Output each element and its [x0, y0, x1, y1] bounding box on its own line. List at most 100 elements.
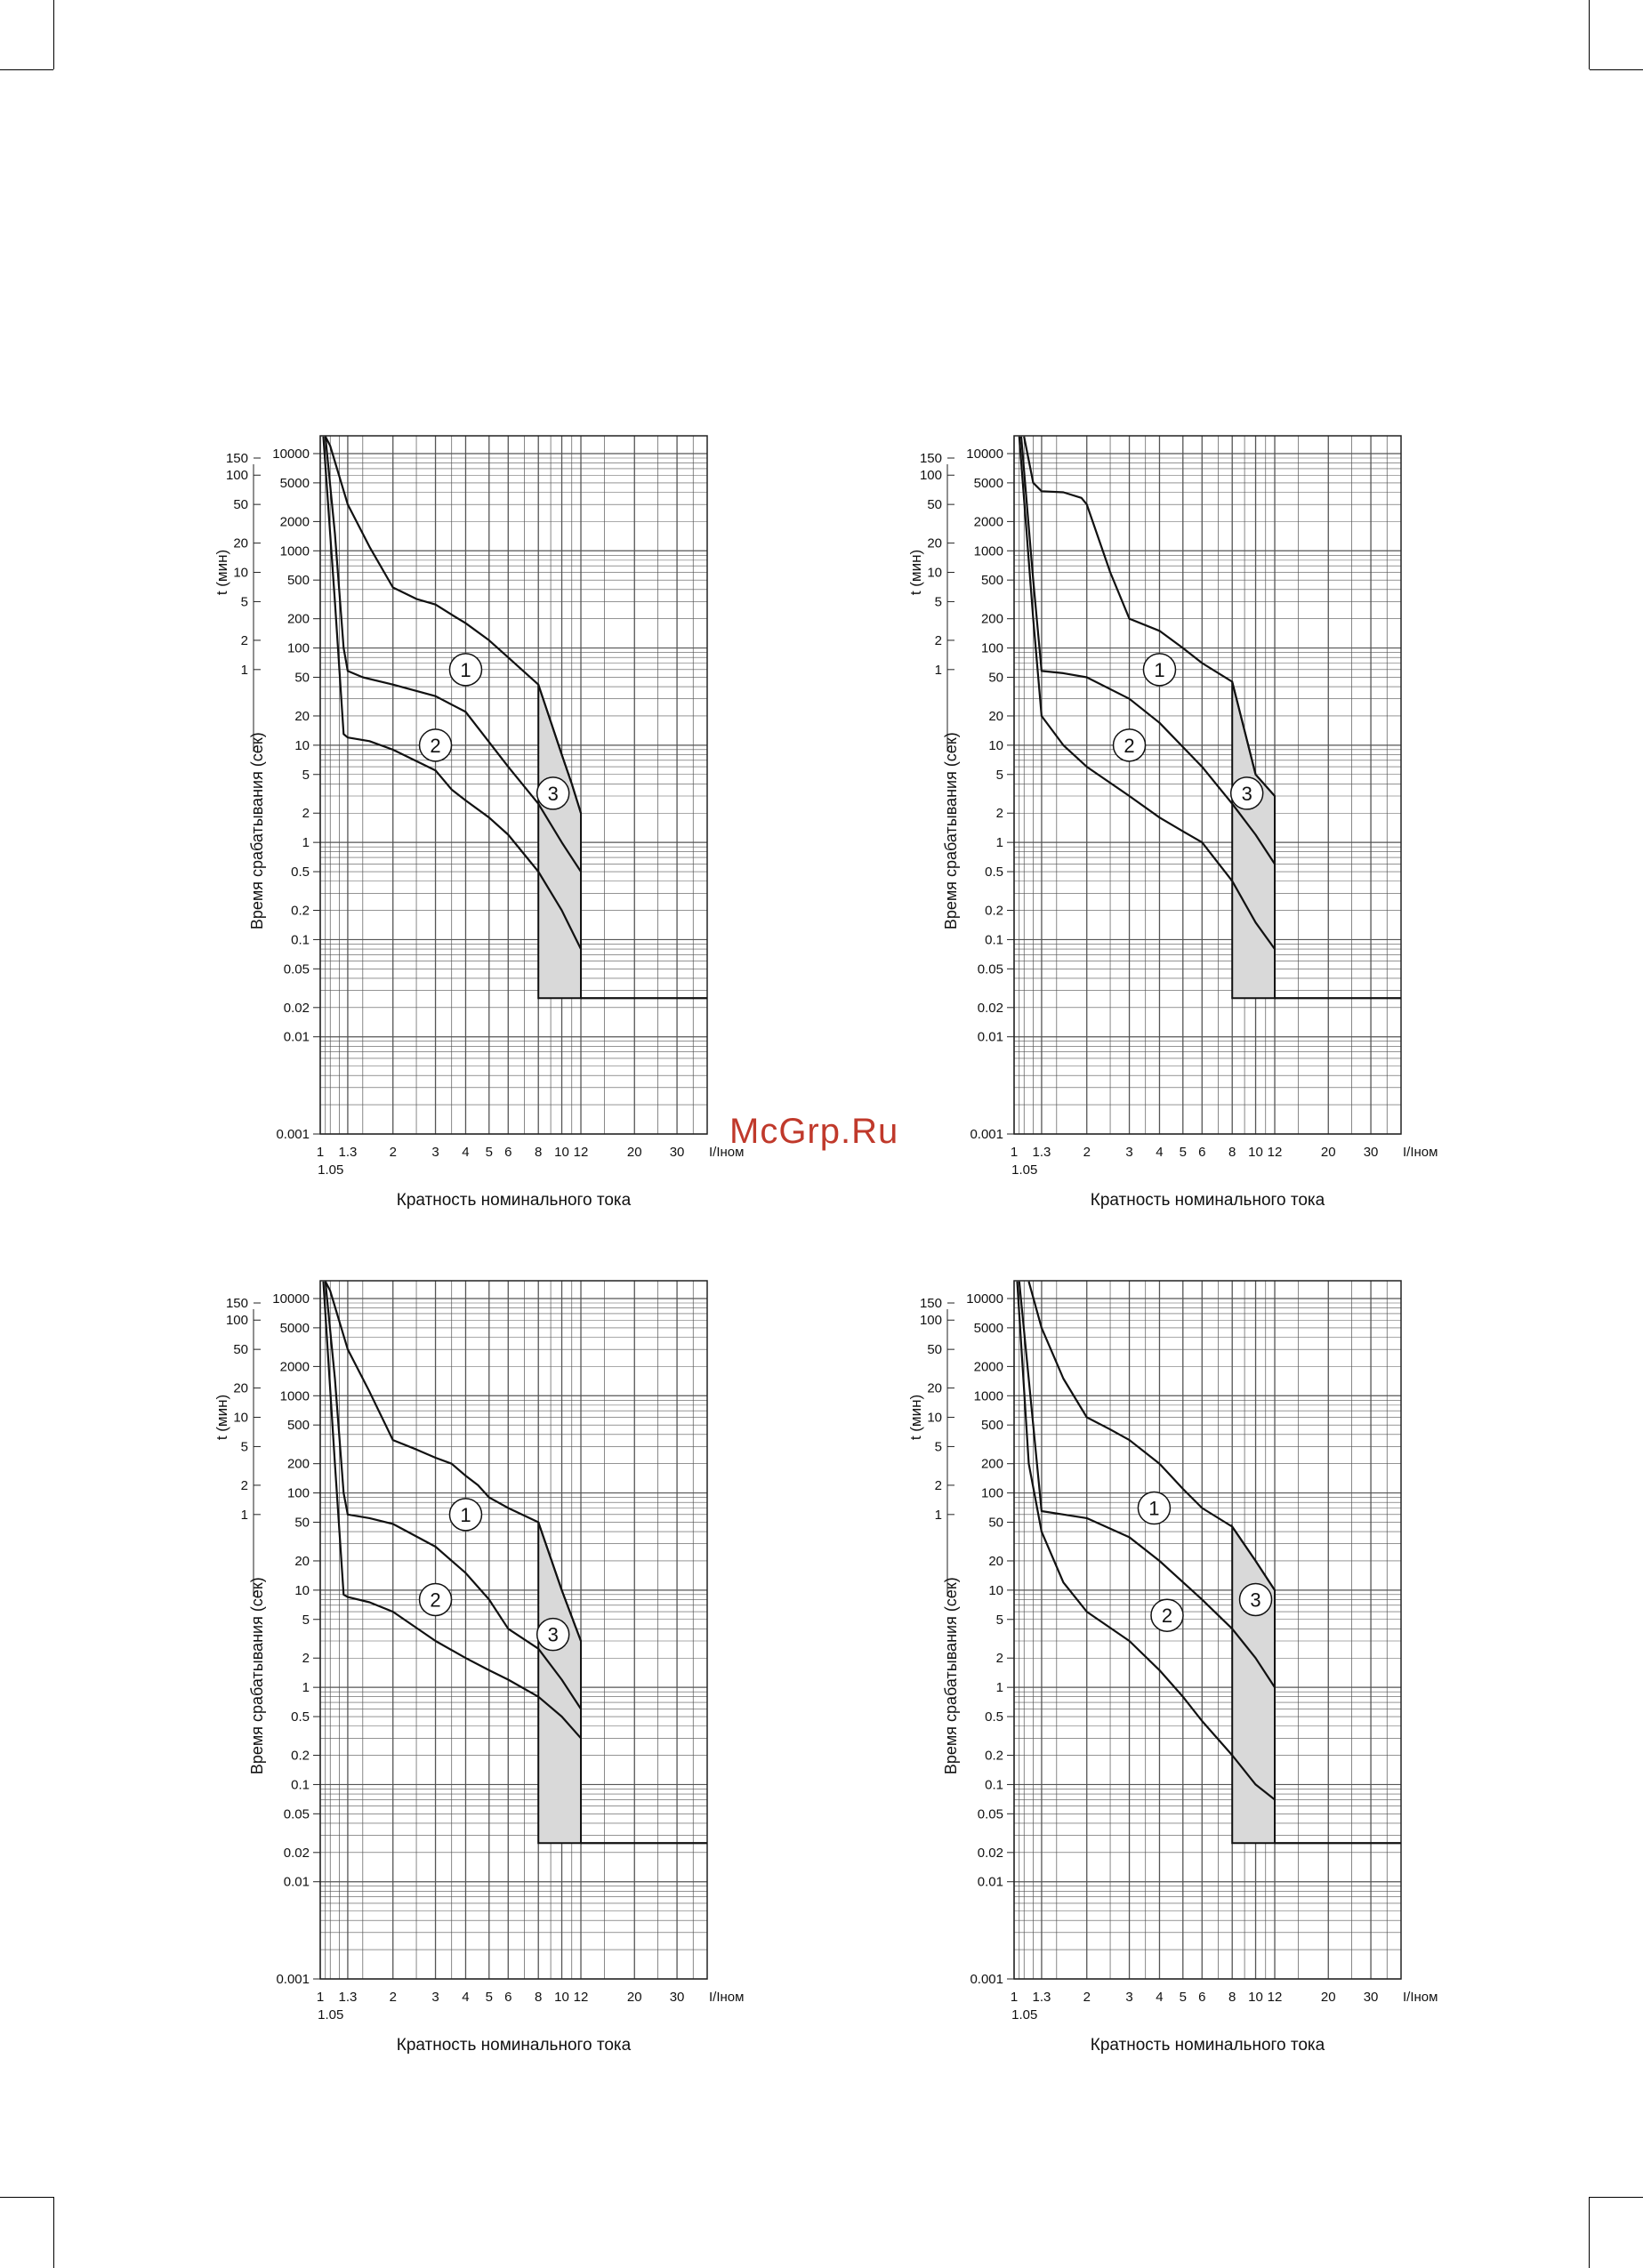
x-tick-label: 1	[317, 1990, 324, 2005]
x-tick-label-extra: 1.05	[1011, 1162, 1037, 1178]
sec-tick-label: 5	[302, 768, 310, 783]
sec-tick-label: 5000	[280, 476, 310, 491]
x-axis-title: Кратность номинального тока	[1091, 2036, 1325, 2055]
x-tick-label: 6	[504, 1145, 511, 1160]
min-tick-label: 5	[241, 594, 248, 609]
sec-tick-label: 0.2	[291, 904, 310, 919]
curve-1	[1027, 1281, 1276, 1591]
sec-tick-label: 5	[996, 1613, 1003, 1628]
sec-tick-label: 0.2	[291, 1749, 310, 1764]
sec-tick-label: 500	[981, 1418, 1003, 1433]
sec-tick-label: 0.02	[284, 1846, 310, 1861]
sec-tick-label: 10000	[272, 446, 310, 462]
min-tick-label: 1	[241, 1508, 248, 1523]
min-tick-label: 1	[241, 663, 248, 678]
min-tick-label: 150	[920, 451, 942, 466]
sec-tick-label: 50	[988, 1515, 1003, 1530]
curve-label-circle	[1137, 1491, 1172, 1525]
curve-label-1: 1	[1154, 659, 1164, 681]
sec-tick-label: 0.05	[284, 1806, 310, 1822]
crop-mark	[1589, 2197, 1590, 2268]
min-tick-label: 150	[920, 1296, 942, 1311]
curve-label-3: 3	[1250, 1588, 1260, 1611]
trip-curve-chart-2: 1 2 3 10000 5000 2000 1000 500 200 100 50 20 10 5 2 1 0.…	[907, 418, 1530, 1218]
min-tick-label: 20	[233, 536, 248, 551]
min-tick-label: 1	[935, 1508, 942, 1523]
sec-tick-label: 100	[981, 1486, 1003, 1501]
crop-mark	[53, 2197, 54, 2268]
x-tick-label: 3	[431, 1990, 439, 2005]
x-tick-label-extra: 1.05	[1011, 2007, 1037, 2023]
grid	[1013, 436, 1402, 1135]
x-axis-unit: I/Iном	[1403, 1990, 1438, 2005]
x-axis-unit: I/Iном	[709, 1145, 744, 1160]
curve-label-circle	[418, 728, 453, 762]
curve-2-upper	[324, 1281, 582, 1710]
min-tick-label: 50	[233, 497, 248, 512]
x-tick-label: 30	[670, 1990, 685, 2005]
sec-tick-label: 0.2	[985, 904, 1003, 919]
sec-tick-label: 10000	[966, 446, 1003, 462]
y-axis-title-minutes: t (мин)	[213, 550, 230, 595]
min-tick-label: 10	[233, 1411, 248, 1426]
sec-tick-label: 5000	[974, 476, 1003, 491]
sec-tick-label: 0.05	[284, 961, 310, 977]
x-tick-label: 5	[1180, 1990, 1187, 2005]
curve-label-1: 1	[1148, 1498, 1159, 1520]
curve-3-band	[537, 684, 583, 1000]
x-tick-label: 4	[1156, 1990, 1163, 2005]
min-tick-label: 10	[233, 566, 248, 581]
x-tick-label: 1	[1011, 1990, 1018, 2005]
sec-tick-label: 200	[287, 1457, 310, 1472]
sec-tick-label: 10	[294, 1583, 310, 1598]
curve-label-circle	[1150, 1598, 1184, 1632]
curve-2-upper	[1018, 1281, 1276, 1688]
x-tick-label: 30	[670, 1145, 685, 1160]
curve-label-circle	[1142, 653, 1177, 687]
x-tick-label: 10	[1248, 1990, 1263, 2005]
trip-curve-chart-3: 1 2 3 10000 5000 2000 1000 500 200 100 50 20 10 5 2 1 0.…	[213, 1263, 836, 2063]
sec-tick-label: 2	[302, 806, 310, 821]
curve-label-1: 1	[460, 659, 471, 681]
min-tick-label: 50	[927, 497, 942, 512]
crop-mark	[1589, 0, 1590, 69]
min-tick-label: 100	[920, 468, 942, 483]
x-tick-label: 3	[1125, 1145, 1132, 1160]
x-tick-label: 20	[1321, 1145, 1336, 1160]
sec-tick-label: 1000	[280, 1388, 310, 1403]
x-tick-label: 6	[1198, 1990, 1205, 2005]
x-tick-label: 2	[1083, 1145, 1091, 1160]
sec-tick-label: 1000	[974, 543, 1003, 559]
curve-label-circle	[448, 1498, 483, 1532]
x-tick-label: 1.3	[1033, 1145, 1051, 1160]
sec-tick-label: 200	[981, 1457, 1003, 1472]
sec-tick-label: 10	[988, 738, 1003, 753]
x-tick-label: 12	[574, 1990, 589, 2005]
sec-tick-label: 500	[287, 573, 310, 588]
x-tick-label: 8	[535, 1990, 542, 2005]
min-tick-label: 20	[927, 1381, 942, 1396]
sec-tick-label: 0.05	[978, 1806, 1003, 1822]
min-tick-label: 150	[226, 451, 248, 466]
sec-tick-label: 0.1	[985, 932, 1003, 947]
sec-tick-label: 1	[302, 1680, 310, 1695]
sec-tick-label: 2	[302, 1651, 310, 1666]
sec-tick-label: 0.001	[970, 1127, 1003, 1142]
min-tick-label: 150	[226, 1296, 248, 1311]
sec-tick-label: 0.5	[985, 865, 1003, 880]
sec-tick-label: 0.001	[276, 1127, 310, 1142]
min-tick-label: 50	[927, 1342, 942, 1357]
x-tick-label: 5	[486, 1990, 493, 2005]
x-tick-label: 2	[390, 1145, 397, 1160]
x-tick-label: 5	[486, 1145, 493, 1160]
sec-tick-label: 0.5	[291, 865, 310, 880]
min-tick-label: 20	[233, 1381, 248, 1396]
sec-tick-label: 500	[981, 573, 1003, 588]
curve-1	[324, 1281, 583, 1642]
grid	[1013, 1281, 1402, 1980]
curve-2-lower	[1016, 1281, 1276, 1801]
sec-tick-label: 50	[988, 670, 1003, 685]
x-tick-label: 2	[390, 1990, 397, 2005]
grid	[319, 1281, 708, 1980]
min-tick-label: 1	[935, 663, 942, 678]
